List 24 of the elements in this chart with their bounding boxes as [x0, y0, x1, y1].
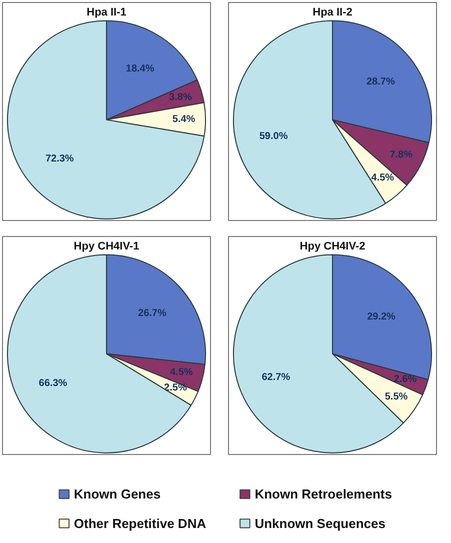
- data-label: 2.5%: [164, 382, 187, 394]
- data-label: 5.5%: [384, 391, 408, 402]
- legend-label: Known Retroelements: [254, 486, 392, 502]
- data-label: 72.3%: [45, 153, 74, 164]
- legend-label: Other Repetitive DNA: [74, 516, 207, 531]
- chart-title: Hpy CH4IV-2: [300, 240, 366, 252]
- data-label: 3.8%: [169, 92, 192, 104]
- chart-title: Hpy CH4IV-1: [74, 240, 140, 252]
- data-label: 62.7%: [262, 372, 290, 383]
- legend-label: Unknown Sequences: [254, 516, 386, 531]
- data-label: 7.8%: [390, 149, 413, 160]
- data-label: 28.7%: [366, 76, 395, 88]
- data-label: 18.4%: [126, 64, 154, 75]
- legend-label: Known Genes: [74, 486, 161, 502]
- data-label: 66.3%: [38, 378, 68, 390]
- chart-title: Hpa II-1: [86, 6, 126, 18]
- data-label: 26.7%: [138, 308, 166, 319]
- data-label: 4.5%: [170, 367, 193, 378]
- data-label: 4.5%: [371, 172, 394, 184]
- data-label: 5.4%: [172, 114, 196, 125]
- data-label: 59.0%: [259, 131, 288, 142]
- chart-title: Hpa II-2: [312, 6, 352, 18]
- data-label: 29.2%: [367, 311, 396, 322]
- data-label: 2.6%: [394, 374, 417, 386]
